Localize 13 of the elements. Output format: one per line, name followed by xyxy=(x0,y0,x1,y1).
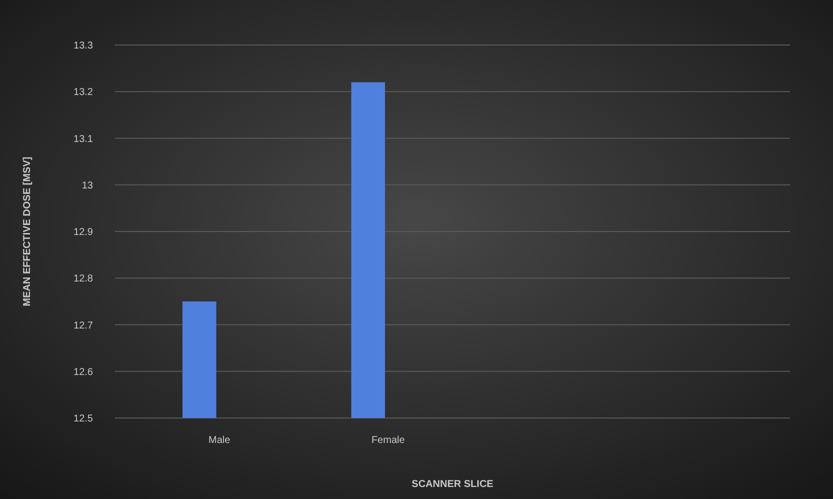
y-tick-label: 13.2 xyxy=(74,87,94,98)
y-tick-label: 13 xyxy=(82,180,94,192)
y-axis-title: MEAN EFFECTIVE DOSE [MSV] xyxy=(22,156,33,306)
y-tick-label: 12.6 xyxy=(74,366,94,378)
y-tick-label: 13.3 xyxy=(74,40,94,52)
y-tick-label: 12.9 xyxy=(74,227,94,238)
y-tick-label: 13.1 xyxy=(74,134,94,145)
x-tick-label: Male xyxy=(208,435,231,446)
x-tick-label: Female xyxy=(371,435,406,446)
y-tick-label: 12.7 xyxy=(74,320,94,332)
y-tick-label: 12.5 xyxy=(74,414,94,424)
x-axis-title: SCANNER SLICE xyxy=(412,479,494,490)
y-tick-label: 12.8 xyxy=(74,274,94,285)
